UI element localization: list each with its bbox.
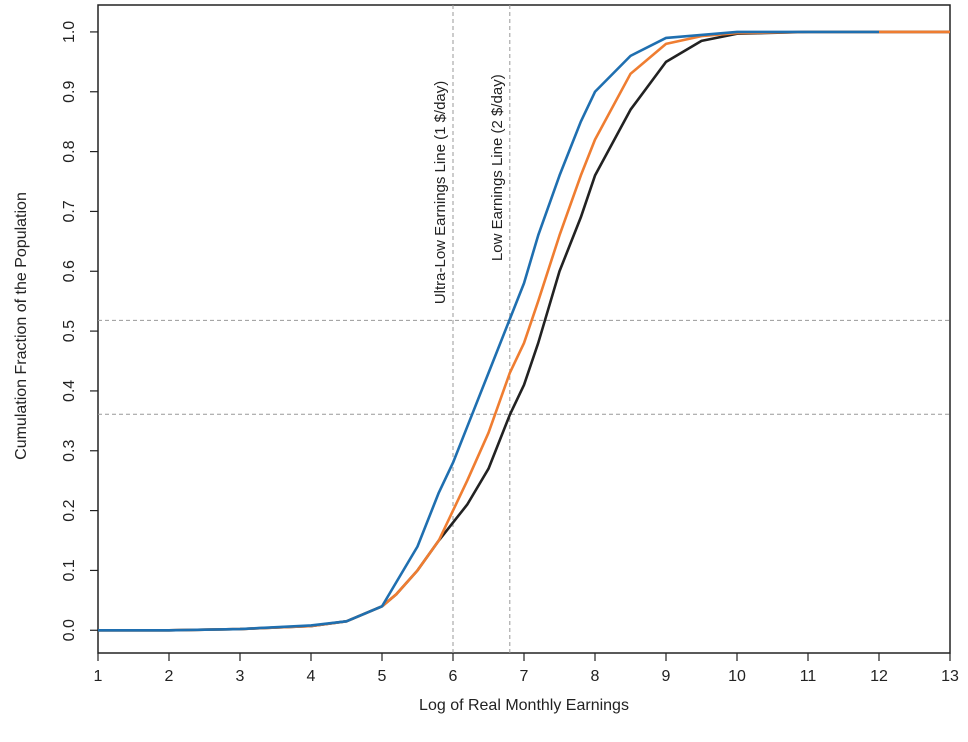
series-line [98, 30, 950, 632]
y-tick-label: 0.0 [61, 619, 78, 641]
y-tick-label: 0.7 [61, 200, 78, 222]
x-tick-label: 7 [520, 668, 529, 685]
x-tick-label: 13 [941, 668, 959, 685]
x-tick-label: 2 [165, 668, 174, 685]
y-tick-label: 0.1 [61, 559, 78, 581]
y-axis-label: Cumulation Fraction of the Population [13, 192, 30, 460]
x-tick-label: 6 [449, 668, 458, 685]
series-line [98, 30, 950, 632]
x-tick-label: 5 [378, 668, 387, 685]
x-tick-label: 1 [94, 668, 103, 685]
y-tick-label: 0.3 [61, 440, 78, 462]
y-tick-label: 0.6 [61, 260, 78, 282]
y-tick-label: 0.2 [61, 499, 78, 521]
y-tick-label: 0.8 [61, 140, 78, 162]
x-tick-label: 11 [800, 668, 817, 685]
y-tick-label: 0.5 [61, 320, 78, 342]
x-tick-label: 8 [591, 668, 600, 685]
x-tick-label: 12 [870, 668, 888, 685]
y-tick-label: 0.9 [61, 81, 78, 103]
y-tick-label: 0.4 [61, 380, 78, 402]
x-tick-label: 4 [307, 668, 316, 685]
annotation: Ultra-Low Earnings Line (1 $/day) [432, 81, 449, 304]
x-tick-label: 3 [236, 668, 245, 685]
annotation: Low Earnings Line (2 $/day) [489, 74, 506, 261]
plot-frame [97, 4, 951, 654]
series-line [98, 30, 879, 632]
x-tick-label: 9 [662, 668, 671, 685]
x-tick-label: 10 [728, 668, 746, 685]
x-axis-label: Log of Real Monthly Earnings [419, 697, 629, 714]
y-tick-label: 1.0 [61, 21, 78, 43]
